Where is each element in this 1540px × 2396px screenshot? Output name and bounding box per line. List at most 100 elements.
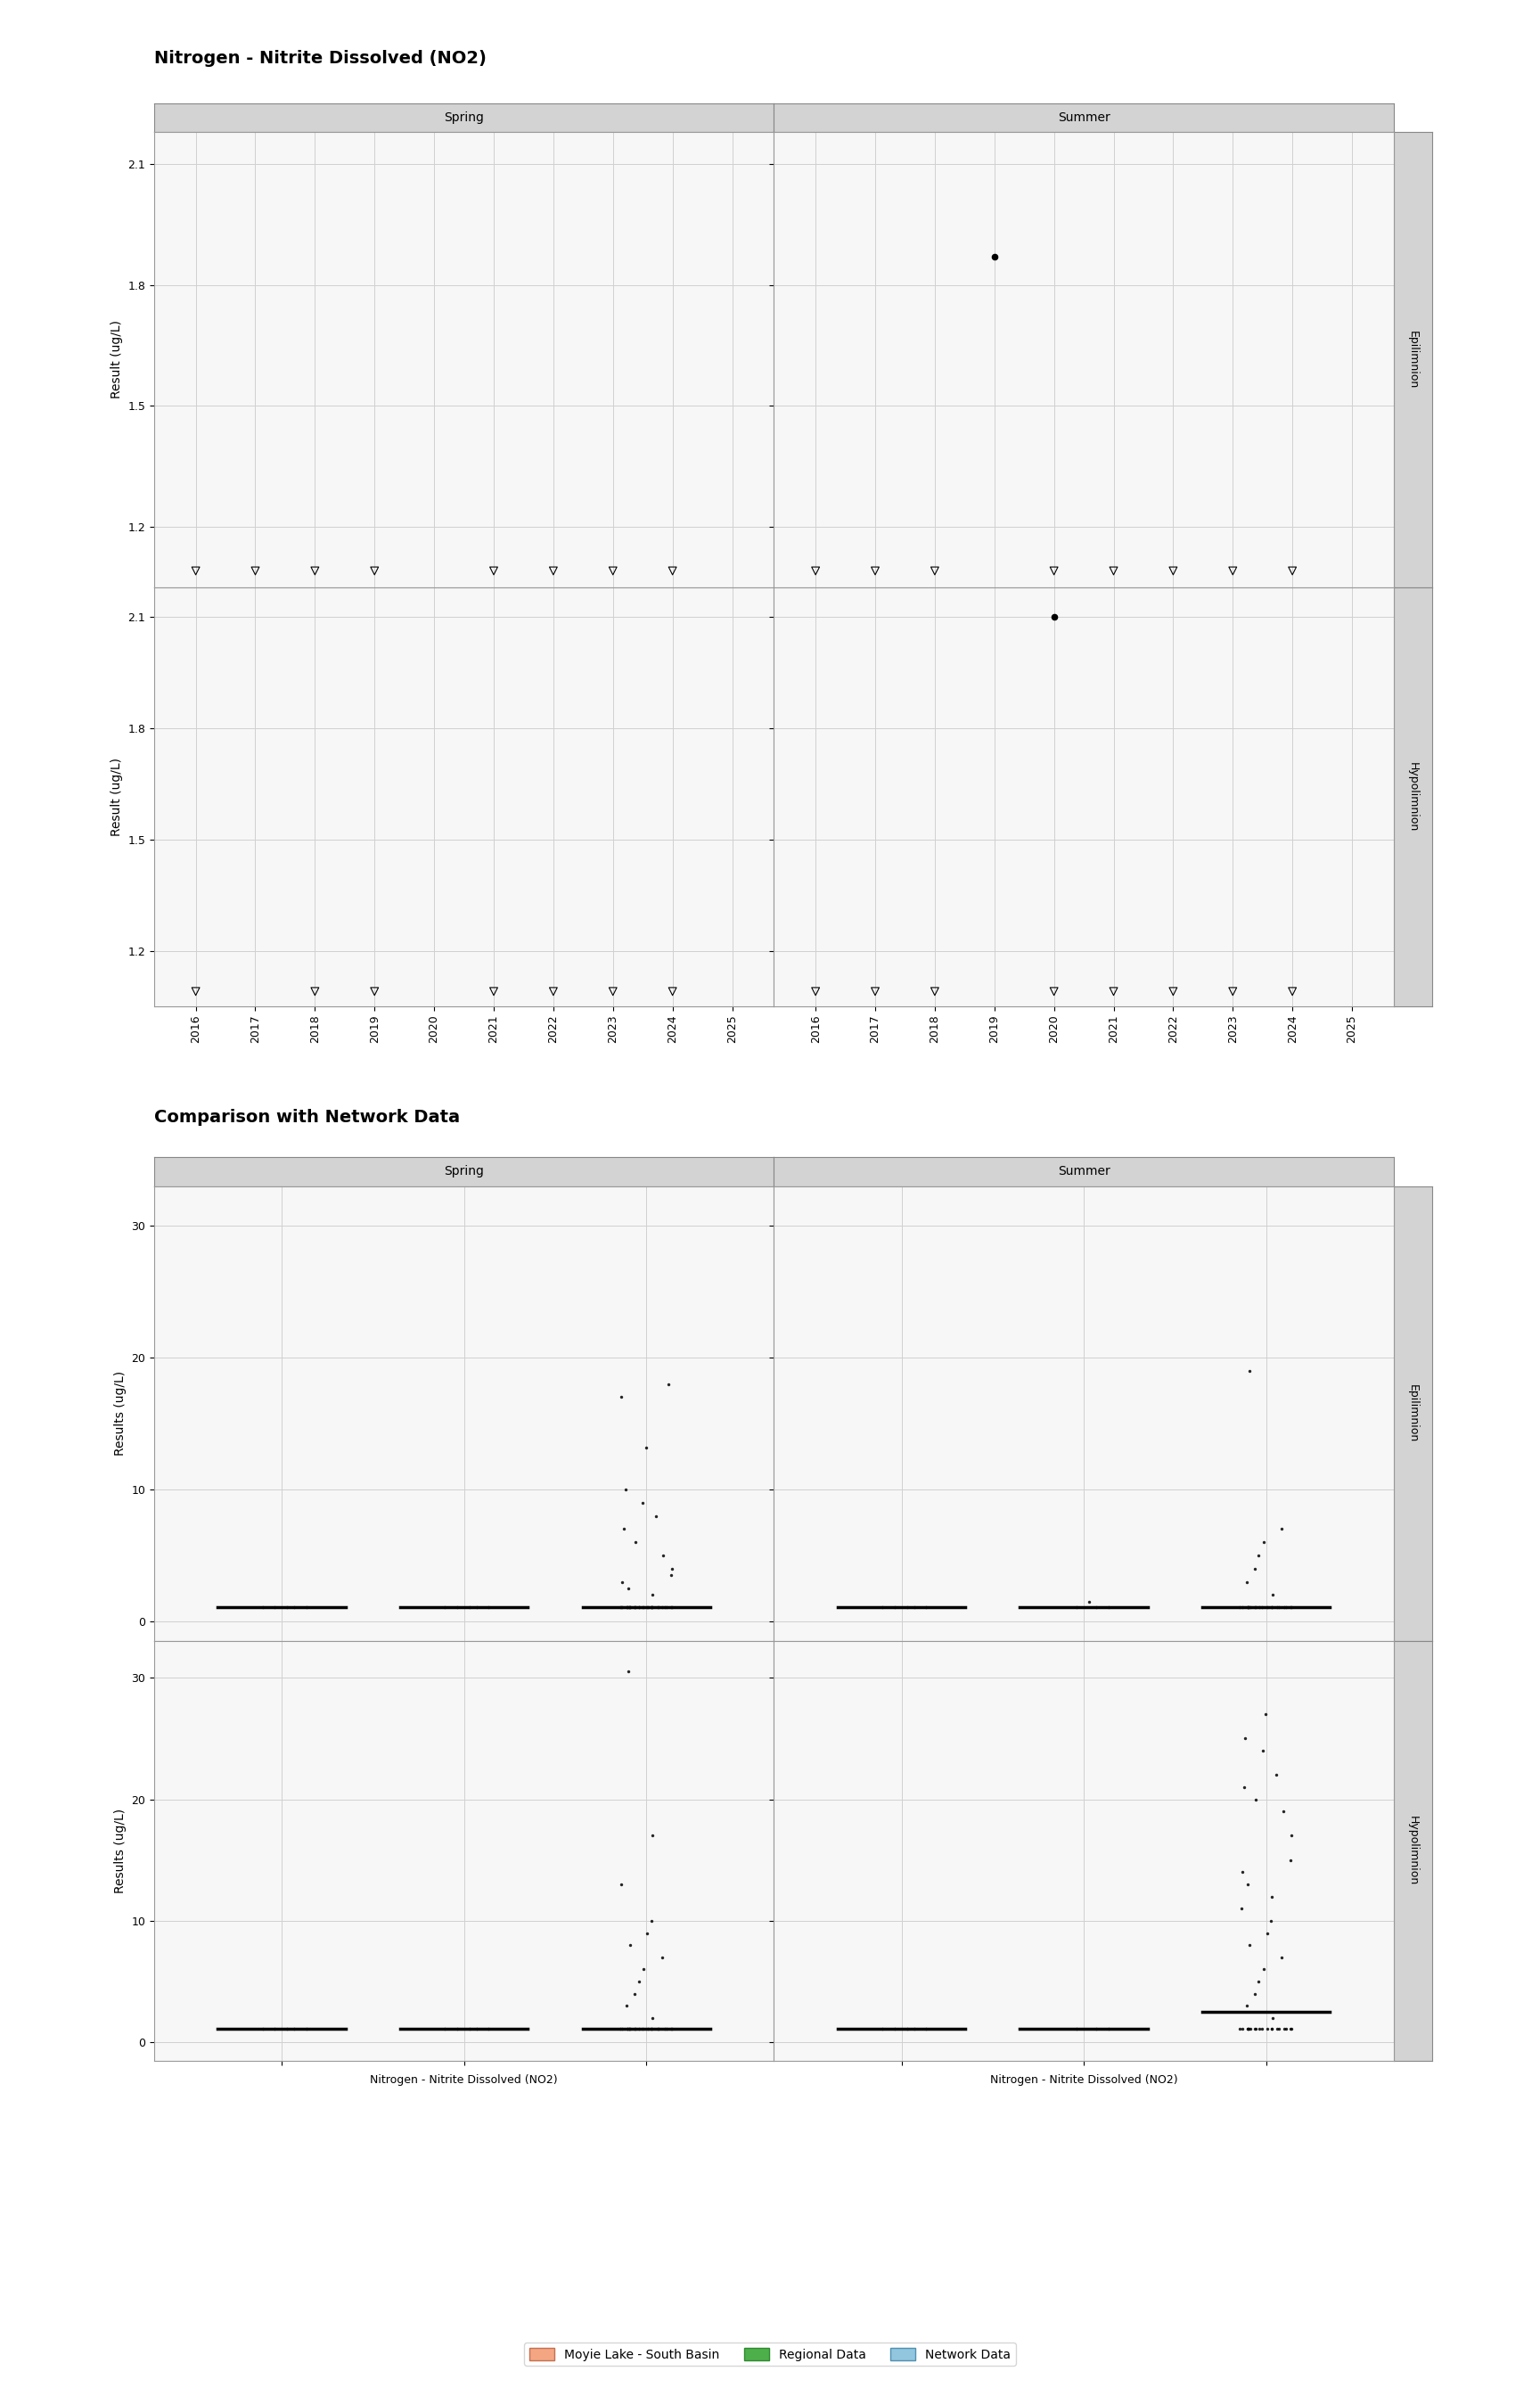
Point: [1237, 2010, 1261, 2049]
Point: [1280, 973, 1304, 1011]
Point: [1266, 2010, 1291, 2049]
Point: [1243, 1550, 1267, 1589]
Point: [445, 1589, 470, 1627]
Point: [895, 2010, 919, 2049]
Point: [1272, 2010, 1297, 2049]
Point: [636, 1589, 661, 1627]
Point: [1260, 2010, 1284, 2049]
Point: [639, 1589, 664, 1627]
Point: [618, 1589, 642, 1627]
Point: [608, 1378, 633, 1416]
Point: [654, 1589, 679, 1627]
Point: [1041, 597, 1066, 635]
Point: [639, 1902, 664, 1941]
Point: [1041, 973, 1066, 1011]
Point: [862, 551, 887, 589]
Point: [645, 1589, 670, 1627]
Point: [614, 2010, 639, 2049]
Point: [1243, 1589, 1267, 1627]
Point: [282, 1589, 306, 1627]
Point: [1250, 1732, 1275, 1771]
Point: [639, 1577, 664, 1615]
Point: [651, 1589, 676, 1627]
Point: [659, 2010, 684, 2049]
Point: [1084, 1589, 1109, 1627]
Point: [1243, 1974, 1267, 2013]
Point: [482, 973, 507, 1011]
Point: [631, 1483, 656, 1521]
Point: [262, 2010, 286, 2049]
Point: [1064, 2010, 1089, 2049]
Point: [1230, 1852, 1255, 1890]
Point: [251, 1589, 276, 1627]
Point: [1161, 973, 1186, 1011]
Point: [983, 237, 1007, 276]
Point: [644, 1498, 668, 1536]
Point: [1235, 1864, 1260, 1902]
Point: [624, 1524, 648, 1562]
Point: [639, 2010, 664, 2049]
Point: [656, 1366, 681, 1404]
Point: [1269, 1938, 1294, 1977]
Point: [1227, 1589, 1252, 1627]
X-axis label: Nitrogen - Nitrite Dissolved (NO2): Nitrogen - Nitrite Dissolved (NO2): [990, 2075, 1178, 2087]
Point: [601, 973, 625, 1011]
Text: Spring: Spring: [444, 110, 484, 125]
Point: [1266, 2010, 1291, 2049]
Legend: Moyie Lake - South Basin, Regional Data, Network Data: Moyie Lake - South Basin, Regional Data,…: [524, 2343, 1016, 2365]
Point: [1096, 2010, 1121, 2049]
Point: [618, 2010, 642, 2049]
Point: [541, 973, 565, 1011]
Point: [1272, 1589, 1297, 1627]
Point: [1101, 973, 1126, 1011]
Point: [1237, 1589, 1261, 1627]
Point: [282, 2010, 306, 2049]
Point: [1270, 1792, 1295, 1831]
Point: [913, 1589, 938, 1627]
Point: [183, 973, 208, 1011]
Point: [654, 2010, 679, 2049]
Point: [1260, 1589, 1284, 1627]
Point: [627, 1589, 651, 1627]
Point: [1255, 1589, 1280, 1627]
Point: [464, 1589, 488, 1627]
Point: [482, 551, 507, 589]
Point: [1260, 1577, 1284, 1615]
Point: [457, 2010, 482, 2049]
Point: [1234, 1720, 1258, 1759]
Point: [1237, 1589, 1261, 1627]
Point: [902, 2010, 927, 2049]
Point: [1255, 1914, 1280, 1953]
Point: [650, 1938, 675, 1977]
Point: [445, 2010, 470, 2049]
Point: [616, 1569, 641, 1608]
Point: [1041, 551, 1066, 589]
Point: [614, 1589, 639, 1627]
Point: [902, 1589, 927, 1627]
Point: [1264, 1756, 1289, 1795]
Point: [1064, 1589, 1089, 1627]
Point: [274, 2010, 299, 2049]
Point: [624, 2010, 648, 2049]
Point: [624, 1589, 648, 1627]
Point: [1255, 2010, 1280, 2049]
Point: [1221, 973, 1246, 1011]
Point: [641, 1589, 665, 1627]
Y-axis label: Result (ug/L): Result (ug/L): [111, 757, 123, 836]
Point: [1278, 1589, 1303, 1627]
Point: [1274, 2010, 1298, 2049]
Point: [1243, 2010, 1267, 2049]
Point: [362, 973, 387, 1011]
Text: Nitrogen - Nitrite Dissolved (NO2): Nitrogen - Nitrite Dissolved (NO2): [154, 50, 487, 67]
Point: [1234, 1562, 1258, 1601]
Point: [616, 2010, 641, 2049]
Point: [610, 1589, 634, 1627]
Point: [645, 2010, 670, 2049]
Point: [630, 1589, 654, 1627]
Point: [302, 973, 326, 1011]
Point: [1250, 1589, 1275, 1627]
Text: Comparison with Network Data: Comparison with Network Data: [154, 1109, 460, 1126]
Point: [614, 1589, 639, 1627]
Point: [1096, 1589, 1121, 1627]
Point: [1235, 1589, 1260, 1627]
